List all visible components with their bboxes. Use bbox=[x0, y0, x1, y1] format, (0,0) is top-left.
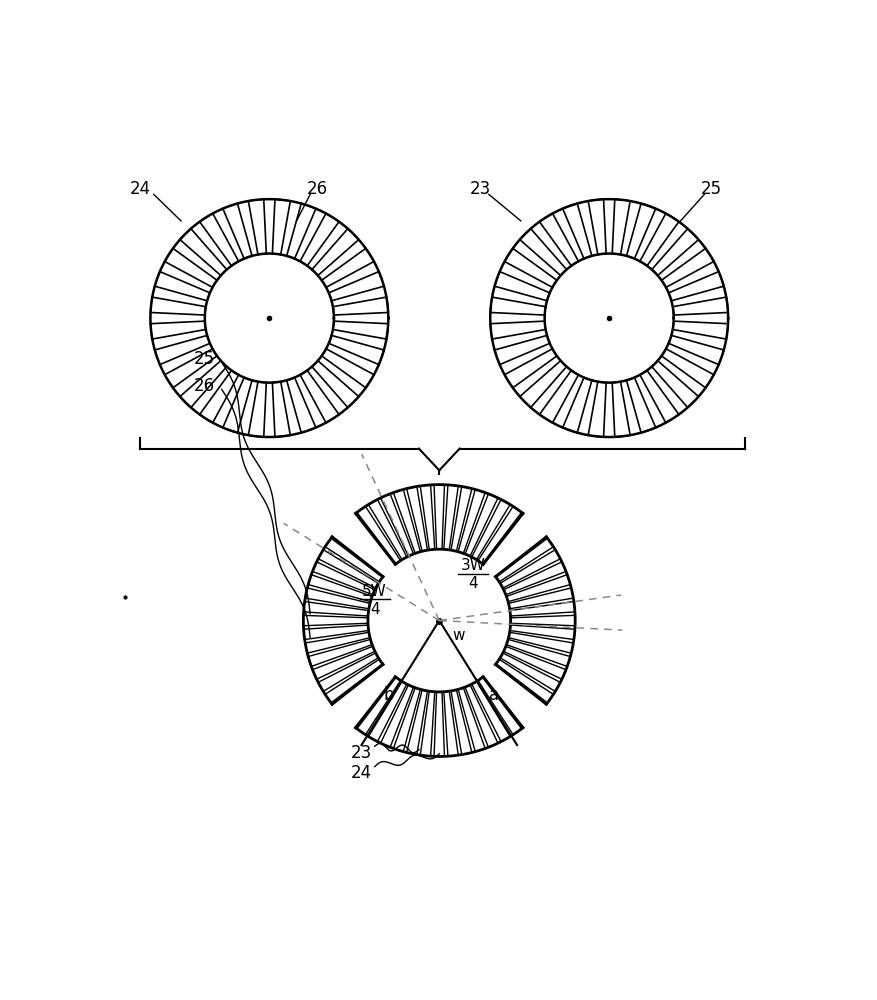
Text: 4: 4 bbox=[370, 602, 380, 617]
Text: b: b bbox=[383, 686, 394, 704]
Text: 5W: 5W bbox=[362, 584, 387, 599]
Text: 3W: 3W bbox=[460, 558, 486, 573]
Text: a: a bbox=[488, 686, 499, 704]
Text: 26: 26 bbox=[194, 377, 216, 395]
Text: 26: 26 bbox=[306, 180, 327, 198]
Text: 24: 24 bbox=[130, 180, 151, 198]
Text: 23: 23 bbox=[351, 744, 372, 762]
Text: 23: 23 bbox=[469, 180, 490, 198]
Text: w: w bbox=[452, 628, 465, 643]
Text: 4: 4 bbox=[468, 576, 478, 591]
Text: 24: 24 bbox=[351, 764, 372, 782]
Text: 25: 25 bbox=[194, 350, 216, 368]
Text: 25: 25 bbox=[701, 180, 722, 198]
